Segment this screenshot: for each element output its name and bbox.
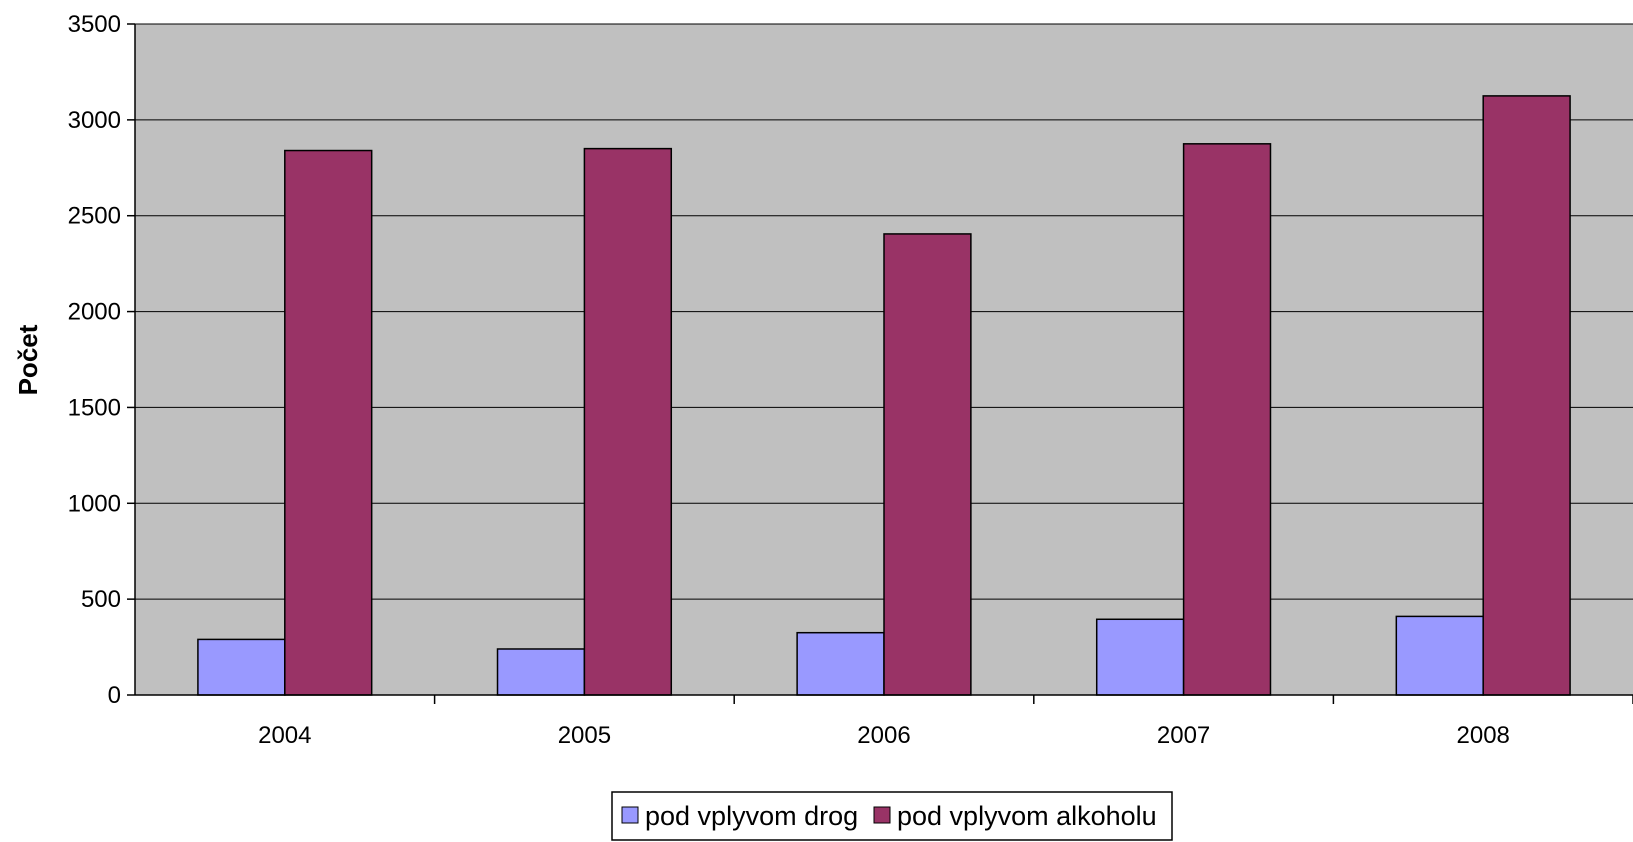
- y-axis-ticks: 0 500 1000 1500 2000 2500 3000 3500: [68, 11, 135, 709]
- bar-drog-2007: [1095, 618, 1185, 696]
- bar-alkohol-2006: [883, 233, 972, 696]
- legend-label-drog: pod vplyvom drog: [645, 801, 858, 831]
- legend-swatch-alkohol: [873, 806, 891, 824]
- bar-drog-2005: [496, 648, 586, 696]
- x-tick-label: 2004: [258, 722, 311, 749]
- legend-swatch-drog: [621, 806, 639, 824]
- bar-alkohol-2008: [1482, 95, 1571, 696]
- legend-box: [611, 791, 1173, 841]
- legend: pod vplyvom drog pod vplyvom alkoholu: [611, 791, 1173, 841]
- x-tick-label: 2006: [857, 722, 910, 749]
- y-tick-label: 1000: [68, 490, 121, 517]
- x-tick-label: 2005: [558, 722, 611, 749]
- bar-drog-2004: [197, 638, 286, 696]
- y-axis-label: Počet: [13, 324, 43, 395]
- y-tick-label: 0: [108, 682, 121, 709]
- legend-label-alkohol: pod vplyvom alkoholu: [897, 801, 1157, 831]
- y-tick-label: 500: [81, 586, 121, 613]
- y-tick-label: 2500: [68, 203, 121, 230]
- bar-alkohol-2004: [284, 149, 373, 696]
- x-tick-label: 2007: [1157, 722, 1210, 749]
- bar-drog-2008: [1395, 615, 1484, 696]
- y-tick-label: 3500: [68, 11, 121, 38]
- bar-alkohol-2005: [583, 147, 673, 696]
- bars: [197, 95, 1571, 696]
- y-tick-label: 1500: [68, 394, 121, 421]
- y-tick-label: 3000: [68, 107, 121, 134]
- y-tick-label: 2000: [68, 299, 121, 326]
- x-axis-ticks: 2004 2005 2006 2007 2008: [258, 695, 1633, 749]
- x-tick-label: 2008: [1457, 722, 1510, 749]
- bar-alkohol-2007: [1182, 143, 1272, 696]
- bar-drog-2006: [796, 631, 885, 696]
